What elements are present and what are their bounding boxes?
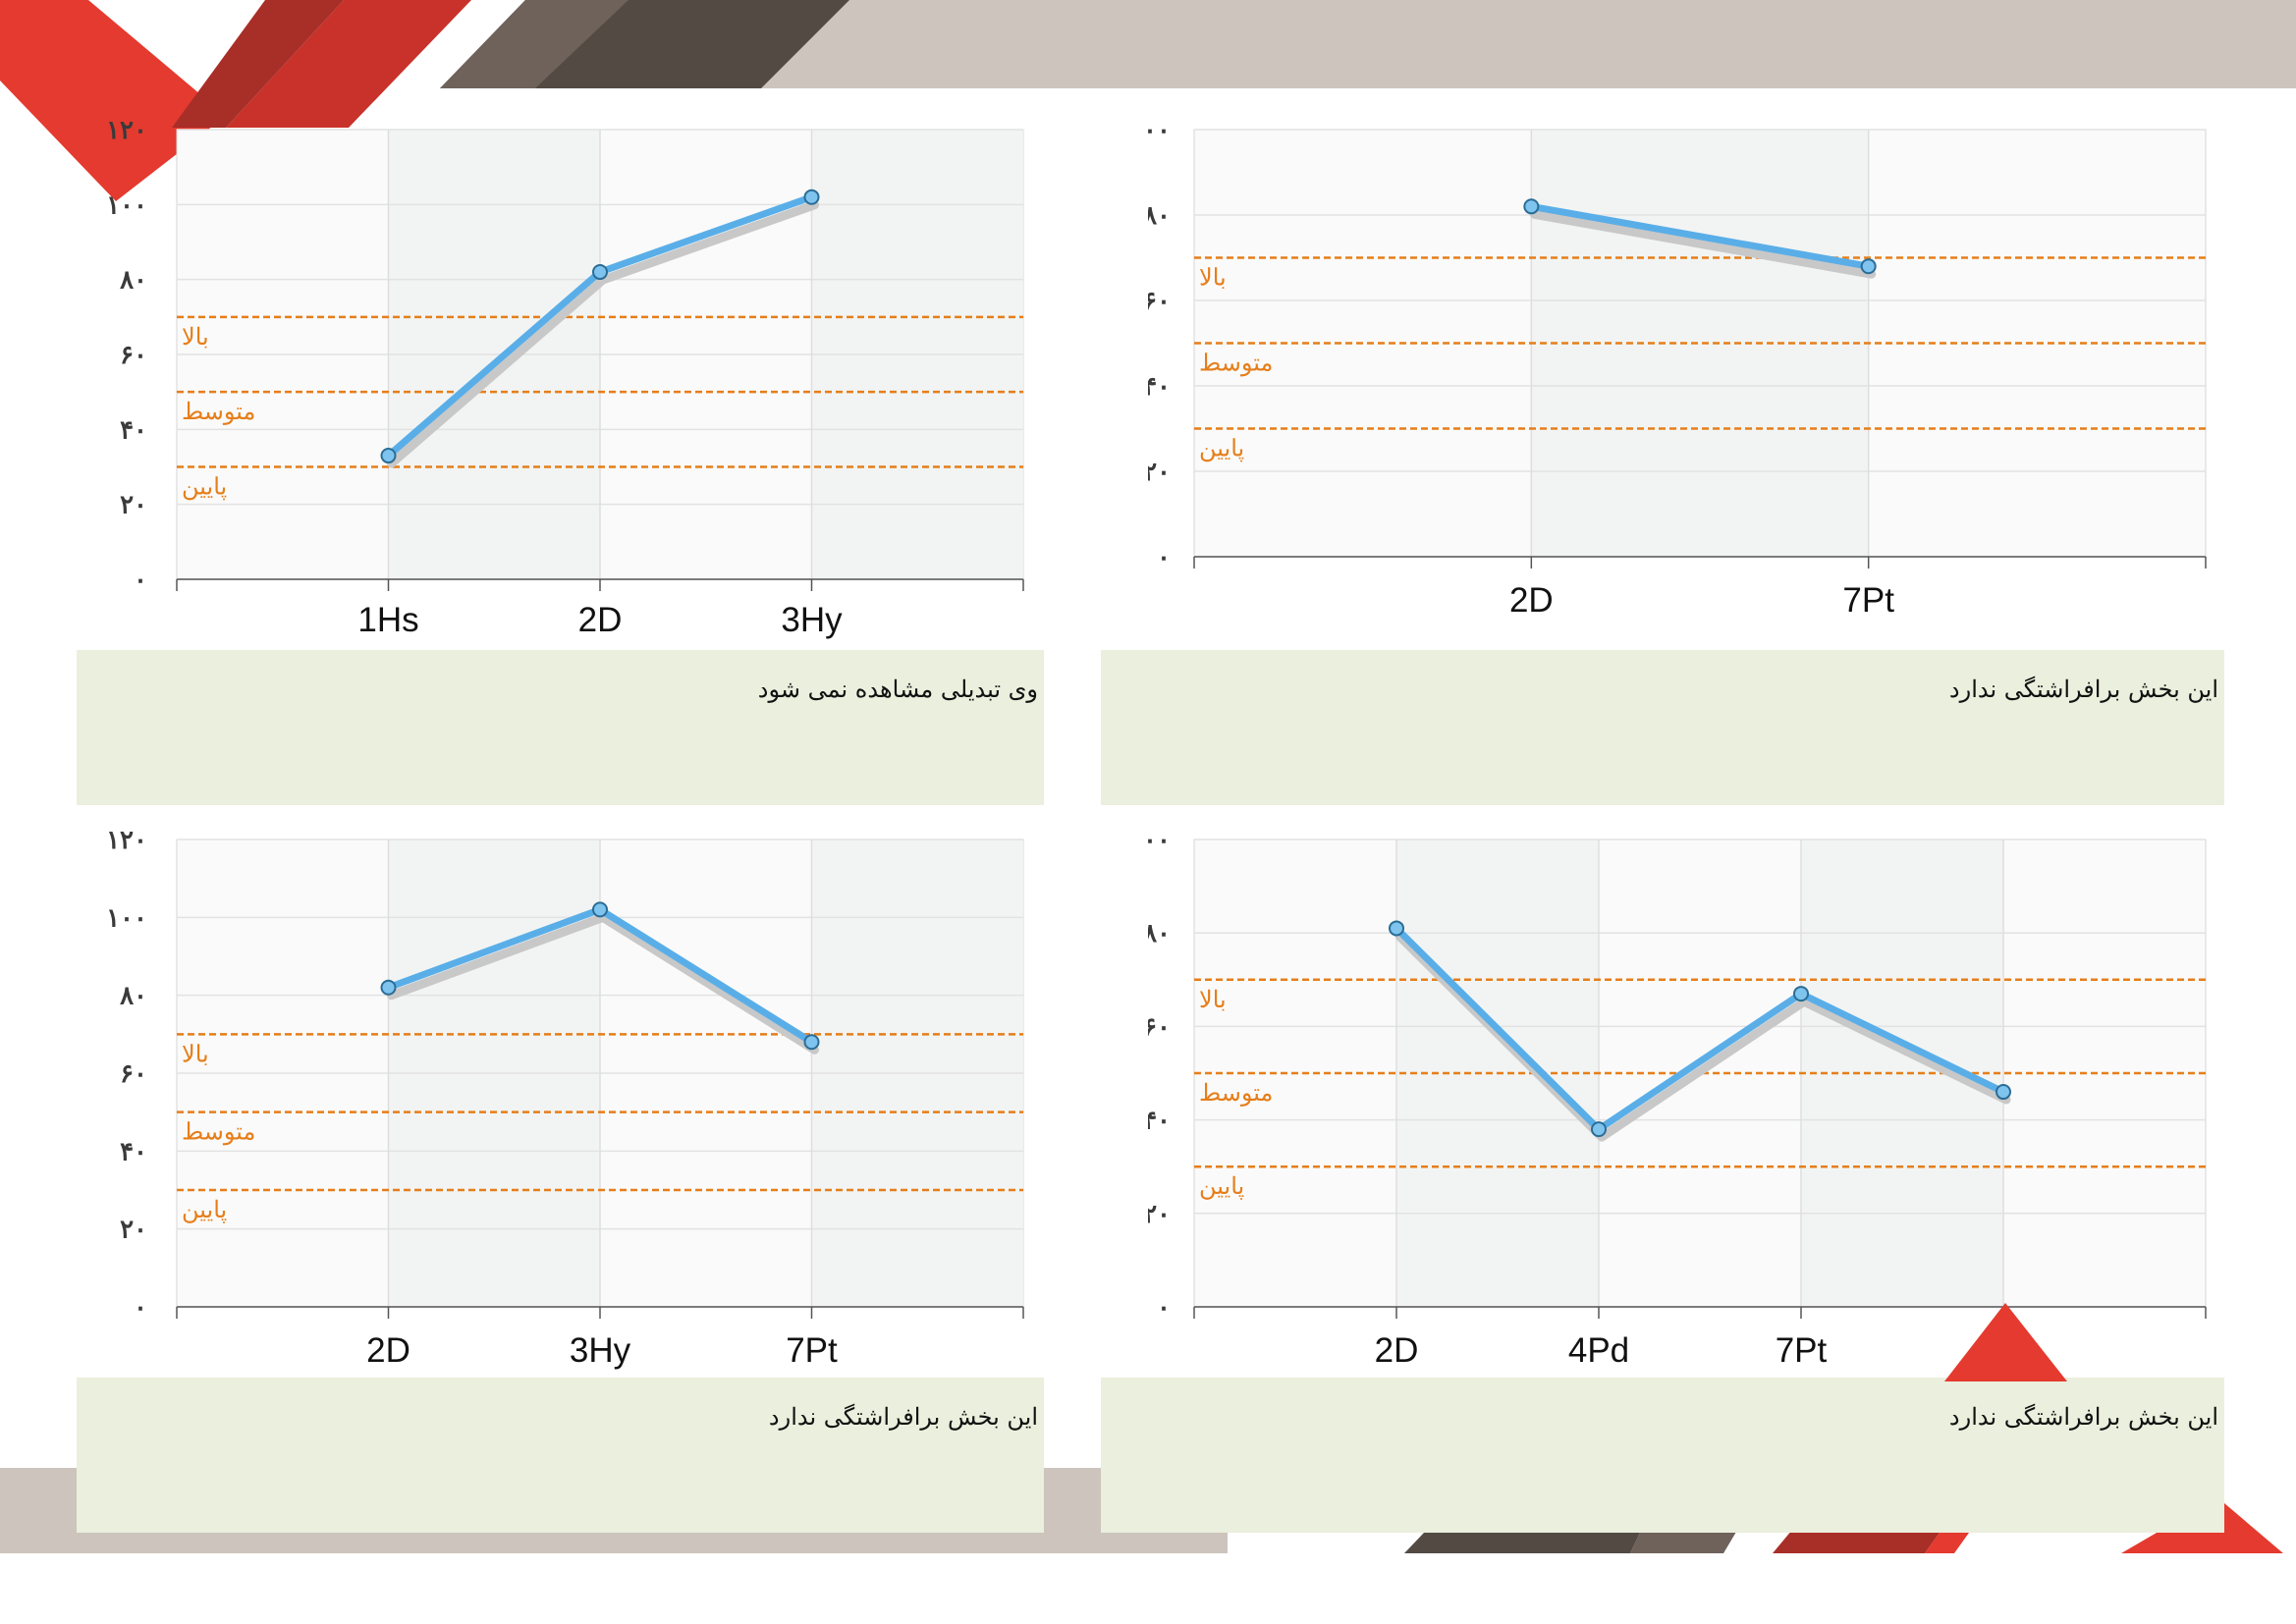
x-tick-label: 2D: [1375, 1331, 1419, 1370]
y-tick-label: ۶۰: [1148, 1012, 1171, 1042]
series-line: [1393, 924, 2007, 1133]
chart-top-right: ۰ ۲۰ ۴۰ ۶۰ ۸۰ ۱۰۰ بالا متوسط پایین 2D 7Pt: [1148, 116, 2207, 620]
threshold-label: پایین: [1199, 435, 1244, 462]
y-tick-label: ۴۰: [120, 1137, 147, 1166]
x-tick-label: 2D: [1509, 581, 1554, 620]
data-point: [380, 448, 397, 464]
y-tick-label: ۶۰: [120, 1059, 147, 1089]
x-tick-label: 3Hy: [570, 1331, 631, 1370]
x-tick-label: 2D: [578, 601, 623, 639]
plot-band: [1531, 130, 1869, 557]
y-tick-label: ۶۰: [1148, 287, 1171, 316]
y-tick-label: ۰: [1157, 1293, 1171, 1323]
red-accent-triangle: [1944, 1303, 2067, 1381]
y-tick-label: ۶۰: [120, 341, 147, 370]
data-point: [1591, 1121, 1607, 1138]
threshold-label: بالا: [182, 323, 209, 351]
data-point: [803, 189, 820, 205]
data-point: [1793, 986, 1809, 1002]
chart-bottom-left: ۰ ۲۰ ۴۰ ۶۰ ۸۰ ۱۰۰ ۱۲۰ بالا متوسط پایین 2D 3Hy 7Pt: [106, 826, 1024, 1370]
y-tick-label: ۱۰۰: [106, 903, 147, 933]
series-shadow: [1394, 931, 2011, 1142]
y-tick-label: ۱۰۰: [1148, 116, 1171, 145]
x-tick-label: 7Pt: [1776, 1331, 1828, 1370]
data-point: [1389, 920, 1404, 937]
y-tick-label: ۸۰: [1148, 919, 1171, 948]
threshold-label: متوسط: [182, 1118, 255, 1146]
y-tick-label: ۰: [134, 1293, 147, 1323]
x-tick-label: 1Hs: [357, 601, 418, 639]
data-point: [592, 901, 608, 918]
threshold-label: پایین: [182, 473, 227, 501]
threshold-label: بالا: [1199, 986, 1227, 1013]
x-tick-label: 7Pt: [786, 1331, 838, 1370]
threshold-label: متوسط: [182, 398, 255, 425]
data-point: [380, 979, 397, 996]
y-tick-label: ۱۰۰: [1148, 826, 1171, 855]
data-point: [1860, 258, 1877, 275]
threshold-label: متوسط: [1199, 1079, 1273, 1107]
threshold-label: بالا: [182, 1040, 209, 1067]
series-shadow: [387, 912, 819, 1055]
chart-top-left: ۰ ۲۰ ۴۰ ۶۰ ۸۰ ۱۰۰ ۱۲۰ بالا متوسط پایین 1Hs 2D 3Hy: [106, 116, 1024, 639]
data-point: [1523, 198, 1540, 215]
data-point: [1995, 1084, 2011, 1101]
top-beige-band: [756, 0, 2296, 88]
x-tick-label: 7Pt: [1842, 581, 1894, 620]
top-grey-stripe: [440, 0, 629, 88]
chart-bottom-right-note: این بخش برافراشتگی ندارد: [1101, 1378, 2224, 1533]
y-tick-label: ۱۲۰: [106, 116, 147, 145]
data-point: [592, 264, 608, 281]
top-left-maroon-stripe: [172, 0, 344, 128]
y-tick-label: ۸۰: [119, 266, 147, 296]
series-shadow: [1529, 209, 1877, 279]
y-tick-label: ۱۰۰: [106, 190, 147, 220]
threshold-label: پایین: [182, 1196, 227, 1223]
chart-bottom-right: ۰۲۰۴۰۶۰۸۰۱۰۰بالامتوسطپایین2D4Pd7Pt8Sc: [1148, 826, 2207, 1370]
y-tick-label: ۸۰: [1148, 201, 1171, 231]
top-left-red-stripe: [226, 0, 471, 128]
y-tick-label: ۲۰: [1148, 458, 1171, 487]
y-tick-label: ۰: [1157, 543, 1171, 572]
y-tick-label: ۸۰: [119, 982, 147, 1011]
y-tick-label: ۴۰: [1148, 372, 1171, 402]
data-point: [803, 1034, 820, 1051]
y-tick-label: ۴۰: [120, 415, 147, 445]
y-tick-label: ۲۰: [120, 1216, 147, 1245]
chart-bottom-left-note: این بخش برافراشتگی ندارد: [77, 1378, 1044, 1533]
y-tick-label: ۲۰: [120, 491, 147, 520]
x-tick-label: 4Pd: [1568, 1331, 1629, 1370]
y-tick-label: ۱۲۰: [106, 826, 147, 855]
y-tick-label: ۲۰: [1148, 1200, 1171, 1229]
threshold-label: بالا: [1199, 264, 1227, 292]
x-tick-label: 2D: [366, 1331, 410, 1370]
chart-top-left-note: وی تبدیلی مشاهده نمی شود: [77, 650, 1044, 805]
threshold-label: متوسط: [1199, 350, 1273, 377]
y-tick-label: ۴۰: [1148, 1107, 1171, 1136]
series-line: [1527, 202, 1873, 270]
series-shadow: [387, 200, 819, 468]
x-tick-label: 3Hy: [781, 601, 843, 639]
threshold-label: پایین: [1199, 1172, 1244, 1200]
top-left-red-chevron: [0, 0, 226, 201]
y-tick-label: ۰: [134, 566, 147, 595]
chart-top-right-note: این بخش برافراشتگی ندارد: [1101, 650, 2224, 805]
